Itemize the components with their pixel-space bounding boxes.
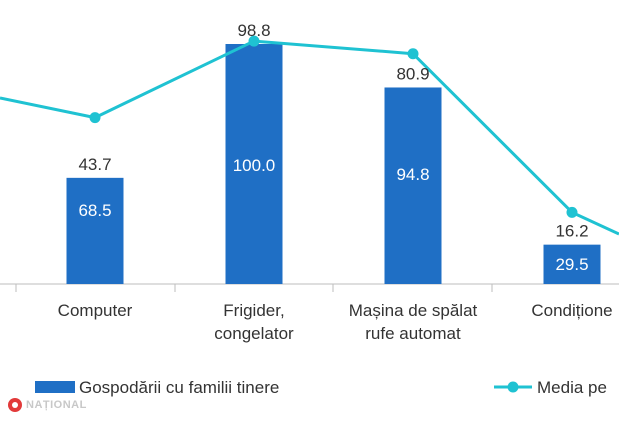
category-label-4: Condițione	[531, 301, 612, 320]
line-point-3	[407, 48, 419, 60]
watermark-text: NAȚIONAL	[26, 399, 87, 411]
line-point-4	[566, 206, 578, 218]
category-label-1: Computer	[58, 301, 133, 320]
watermark-logo: NAȚIONAL	[8, 398, 87, 412]
logo-icon	[8, 398, 22, 412]
legend-label-line: Media pe	[537, 378, 607, 397]
bar-label-3: 80.9	[396, 64, 429, 83]
category-label-2-line-0: Frigider,	[223, 301, 284, 320]
line-label-1: 68.5	[78, 201, 111, 220]
line-label-2: 100.0	[233, 156, 276, 175]
line-label-3: 94.8	[396, 165, 429, 184]
bar-label-1: 43.7	[78, 155, 111, 174]
category-label-3-line-0: Mașina de spălat	[349, 301, 478, 320]
legend-label-bars: Gospodării cu familii tinere	[79, 378, 279, 397]
line-point-1	[89, 112, 101, 124]
category-label-3-line-1: rufe automat	[365, 324, 461, 343]
category-label-2-line-1: congelator	[214, 324, 294, 343]
bar-label-4: 16.2	[555, 222, 588, 241]
bar-4	[543, 244, 601, 284]
bar-label-2: 98.8	[237, 21, 270, 40]
series-line	[0, 39, 619, 236]
bar-3	[384, 87, 442, 284]
legend-swatch-bars	[35, 381, 75, 393]
bar-1	[66, 177, 124, 284]
line-point-2	[248, 35, 260, 47]
bar-2	[225, 44, 283, 284]
legend-swatch-line-point	[507, 381, 519, 393]
line-label-4: 29.5	[555, 255, 588, 274]
